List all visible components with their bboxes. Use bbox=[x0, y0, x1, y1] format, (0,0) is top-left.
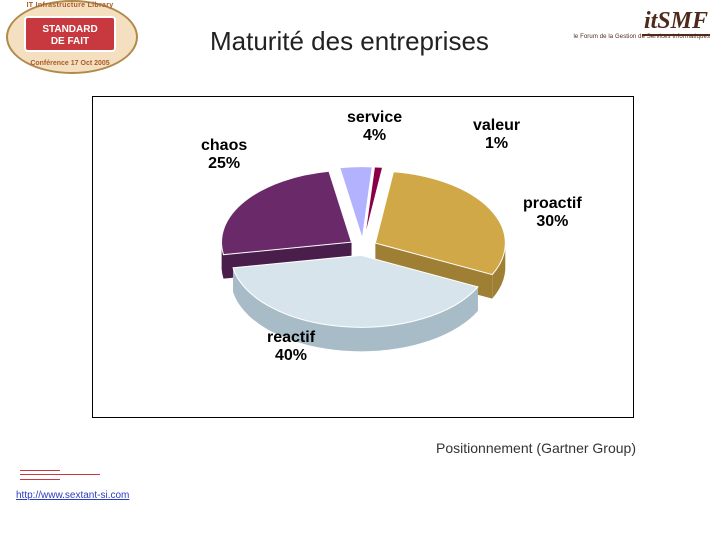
footer-link[interactable]: http://www.sextant-si.com bbox=[16, 490, 129, 501]
itsmf-logo: itSMF le Forum de la Gestion de Services… bbox=[573, 10, 710, 40]
slice-chaos bbox=[222, 171, 352, 254]
logo-subtitle: le Forum de la Gestion de Services Infor… bbox=[573, 34, 710, 40]
badge-arc-top: IT Infrastructure Library bbox=[20, 2, 120, 9]
label-reactif: reactif40% bbox=[267, 329, 315, 365]
badge-line1: STANDARD bbox=[42, 24, 97, 35]
badge-arc-bot: Conférence 17 Oct 2005 bbox=[20, 60, 120, 67]
label-valeur: valeur1% bbox=[473, 117, 520, 153]
label-service: service4% bbox=[347, 109, 402, 145]
pie-svg bbox=[93, 97, 633, 417]
conference-badge: IT Infrastructure Library STANDARD DE FA… bbox=[6, 0, 134, 70]
badge-line2: DE FAIT bbox=[51, 36, 89, 47]
label-chaos: chaos25% bbox=[201, 137, 247, 173]
page-title: Maturité des entreprises bbox=[210, 26, 489, 57]
label-proactif: proactif30% bbox=[523, 195, 582, 231]
chart-caption: Positionnement (Gartner Group) bbox=[436, 440, 636, 456]
logo-text: itSMF bbox=[642, 8, 710, 36]
footer-accent-lines bbox=[20, 470, 60, 480]
badge-center: STANDARD DE FAIT bbox=[24, 16, 116, 52]
pie-chart: service4% valeur1% proactif30% reactif40% ch… bbox=[92, 96, 634, 418]
